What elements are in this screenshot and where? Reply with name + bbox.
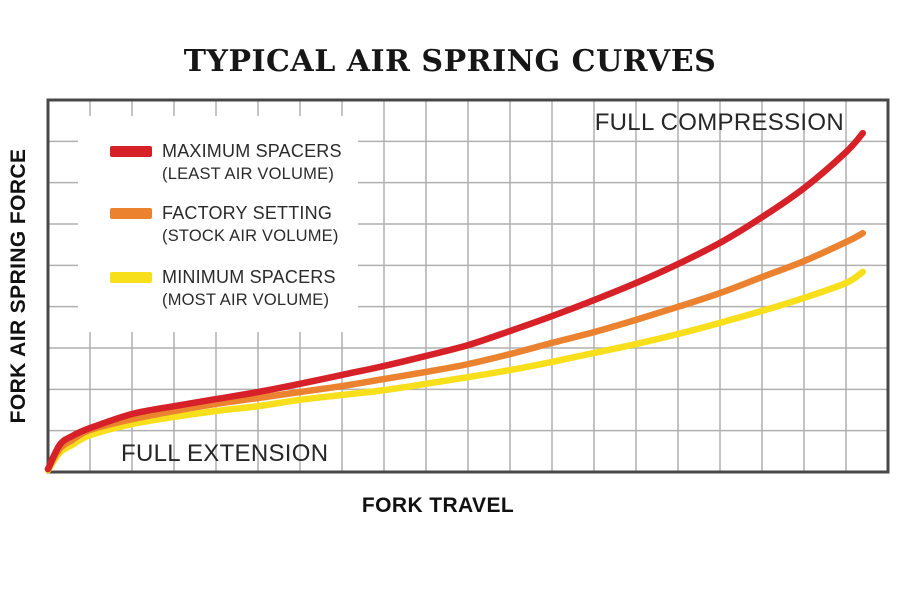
- yellow-swatch: [110, 272, 152, 283]
- chart-title: TYPICAL AIR SPRING CURVES: [183, 44, 717, 79]
- annotation-full-compression: FULL COMPRESSION: [594, 109, 844, 136]
- plot-border: [46, 98, 890, 474]
- x-axis-label: FORK TRAVEL: [361, 494, 515, 517]
- series-curve-2: [44, 268, 867, 474]
- legend-label: FACTORY SETTING: [162, 203, 333, 223]
- series-curve-1: [44, 229, 867, 473]
- legend-sublabel: (STOCK AIR VOLUME): [162, 227, 339, 245]
- legend-item-minimum-spacers: MINIMUM SPACERS (MOST AIR VOLUME): [110, 266, 336, 312]
- legend: MAXIMUM SPACERS (LEAST AIR VOLUME) FACTO…: [78, 116, 358, 332]
- legend-label: MINIMUM SPACERS: [162, 267, 336, 287]
- legend-label: MAXIMUM SPACERS: [162, 141, 342, 161]
- red-swatch: [110, 146, 152, 157]
- legend-sublabel: (MOST AIR VOLUME): [162, 291, 330, 309]
- legend-sublabel: (LEAST AIR VOLUME): [162, 165, 335, 183]
- annotation-full-extension: FULL EXTENSION: [121, 440, 329, 467]
- legend-item-maximum-spacers: MAXIMUM SPACERS (LEAST AIR VOLUME): [110, 140, 342, 186]
- series-curve-0: [44, 129, 867, 473]
- legend-item-factory-setting: FACTORY SETTING (STOCK AIR VOLUME): [110, 202, 339, 248]
- y-axis-label: FORK AIR SPRING FORCE: [7, 148, 30, 424]
- orange-swatch: [110, 208, 152, 219]
